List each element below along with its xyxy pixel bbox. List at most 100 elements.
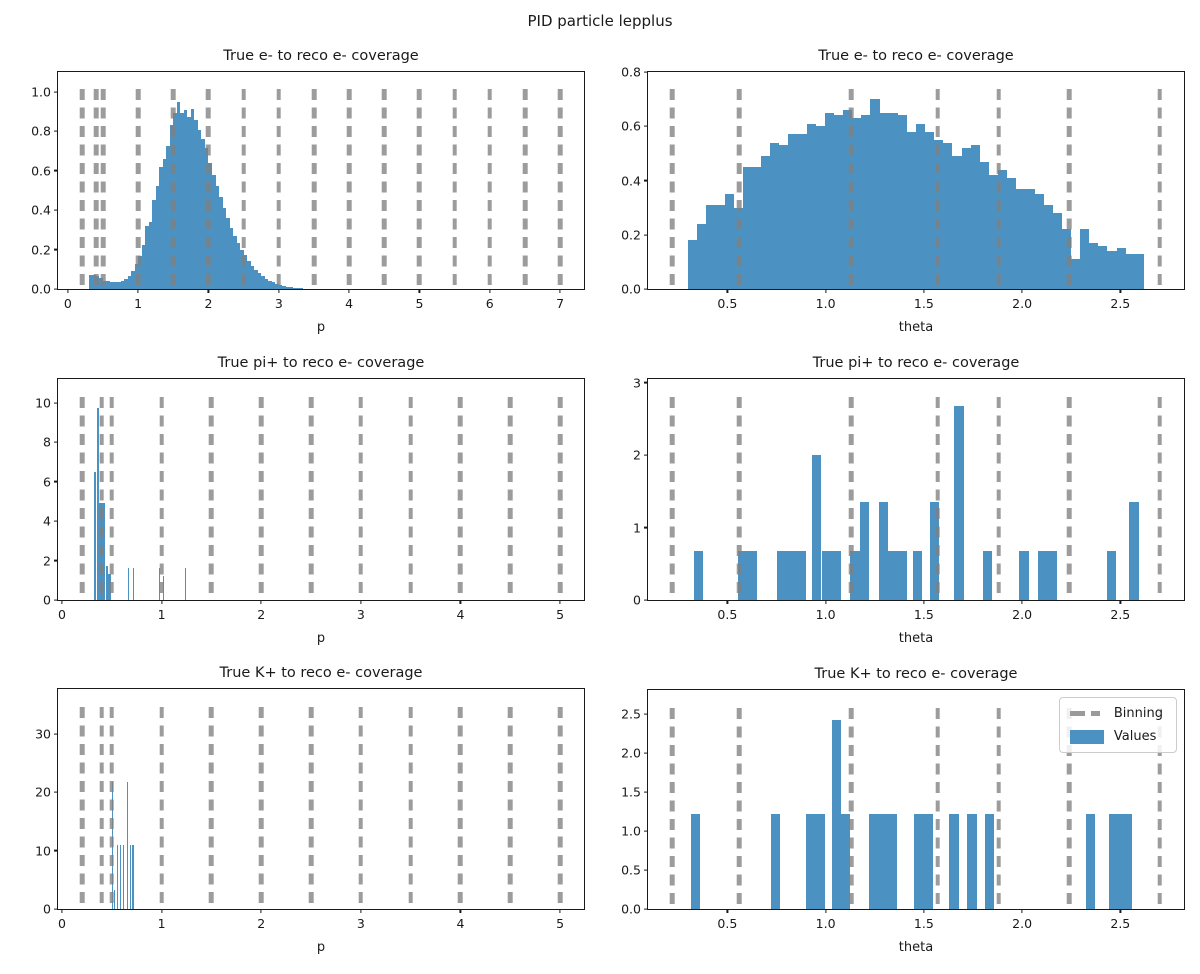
histogram-bar	[833, 115, 844, 289]
x-axis-label: p	[316, 940, 326, 955]
histogram-bar	[132, 844, 135, 909]
legend-label-values: Values	[1113, 729, 1157, 744]
binning-dash-swatch	[1069, 711, 1104, 716]
binning-line	[996, 707, 1001, 905]
y-tick-label: 10	[35, 395, 51, 411]
binning-line	[206, 89, 211, 285]
binning-line	[1157, 89, 1162, 285]
x-tick-label: 1	[157, 916, 166, 931]
histogram-bar	[868, 813, 898, 909]
x-tick-mark	[923, 600, 925, 604]
histogram-bar	[148, 221, 153, 289]
x-tick-label: 5	[556, 607, 565, 622]
binning-line	[522, 89, 528, 285]
binning-line	[736, 707, 742, 905]
x-tick-label: 0	[63, 296, 72, 311]
histogram-bar	[843, 109, 853, 289]
x-tick-label: 5	[415, 296, 424, 311]
histogram-bar	[967, 813, 977, 909]
x-tick-label: 5	[556, 916, 565, 931]
subplot-true-e-reco-e-vs-p: True e- to reco e- coverage 0 1 2 3 4 5 6 7 0.0 0…	[31, 48, 585, 335]
histogram-bar	[897, 115, 907, 289]
binning-line	[408, 706, 413, 905]
y-tick-label: 0	[43, 592, 51, 608]
x-tick-mark	[459, 600, 462, 604]
histogram-bar	[190, 109, 195, 289]
histogram-bar	[219, 197, 223, 289]
y-tick-mark	[54, 599, 58, 601]
histogram-bar	[979, 161, 989, 289]
histogram-bar	[821, 551, 841, 600]
histogram-bar	[929, 502, 940, 600]
x-tick-label: 3	[356, 607, 365, 622]
histogram-bar	[152, 200, 156, 289]
binning-line	[1157, 707, 1162, 905]
y-tick-label: 0	[633, 592, 641, 608]
y-tick-mark	[54, 170, 58, 172]
x-tick-mark	[726, 600, 728, 604]
histogram-bar	[1107, 251, 1117, 289]
y-tick-label: 0.2	[31, 242, 51, 258]
x-tick-mark	[1021, 909, 1023, 913]
binning-line	[1066, 396, 1072, 596]
histogram-bar	[1089, 242, 1099, 289]
y-tick-label: 2.5	[621, 706, 641, 722]
histogram-bar	[1125, 253, 1135, 289]
y-tick-mark	[644, 869, 648, 871]
histogram-bar	[127, 276, 132, 289]
subplot-true-e-reco-e-vs-theta: True e- to reco e- coverage 0.5 1.0 1.5 2.0…	[621, 48, 1185, 335]
histogram-bar	[120, 280, 125, 289]
histogram-bar	[1019, 551, 1029, 600]
y-tick-mark	[644, 454, 648, 456]
binning-line	[458, 706, 463, 905]
binning-line	[258, 706, 264, 905]
histogram-bar	[1025, 188, 1035, 289]
histogram-bar	[1085, 813, 1096, 909]
x-tick-label: 1.5	[913, 296, 934, 311]
histogram-bar	[226, 217, 230, 289]
x-tick-label: 3	[274, 296, 283, 311]
x-tick-label: 1	[134, 296, 143, 311]
histogram-bar	[261, 276, 265, 289]
plot-area: 0.5 1.0 1.5 2.0 2.5 0 1 2 3	[633, 375, 1185, 622]
binning-line	[93, 89, 99, 285]
binning-line	[171, 89, 176, 285]
histogram-bar	[870, 99, 880, 289]
histogram-bar	[1116, 248, 1126, 289]
subplot-title: True e- to reco e- coverage	[818, 48, 1014, 64]
histogram-bar	[850, 551, 860, 600]
histogram-bar	[159, 166, 163, 289]
x-tick-mark	[418, 289, 421, 293]
x-tick-label: 4	[345, 296, 354, 311]
binning-line	[258, 396, 264, 596]
histogram-bar	[122, 844, 124, 909]
x-tick-mark	[260, 909, 262, 913]
histogram-bar	[777, 551, 806, 600]
y-tick-label: 0.5	[621, 862, 641, 878]
histogram-bar	[888, 551, 908, 600]
binning-line	[276, 89, 282, 285]
binning-line	[135, 89, 141, 285]
x-tick-label: 0.5	[717, 296, 738, 311]
y-tick-label: 0	[43, 901, 51, 917]
histogram-bar	[97, 407, 99, 600]
x-tick-mark	[67, 289, 69, 293]
binning-line	[109, 706, 115, 905]
y-tick-mark	[54, 248, 58, 251]
y-tick-label: 2	[43, 553, 51, 569]
histogram-bar	[949, 813, 959, 909]
x-tick-label: 4	[456, 916, 465, 931]
x-tick-mark	[1021, 600, 1023, 604]
plot-area: 0 1 2 3 4 5 0 10 20 30	[35, 688, 585, 931]
y-tick-label: 3	[633, 375, 641, 391]
x-tick-mark	[360, 600, 362, 604]
y-tick-label: 0.6	[621, 118, 641, 134]
histogram-bar	[129, 844, 131, 909]
y-tick-label: 4	[43, 513, 51, 529]
binning-line	[417, 89, 422, 285]
histogram-bar	[229, 227, 234, 289]
x-tick-mark	[825, 909, 827, 913]
histogram-bar	[811, 455, 822, 600]
binning-line	[670, 396, 675, 596]
